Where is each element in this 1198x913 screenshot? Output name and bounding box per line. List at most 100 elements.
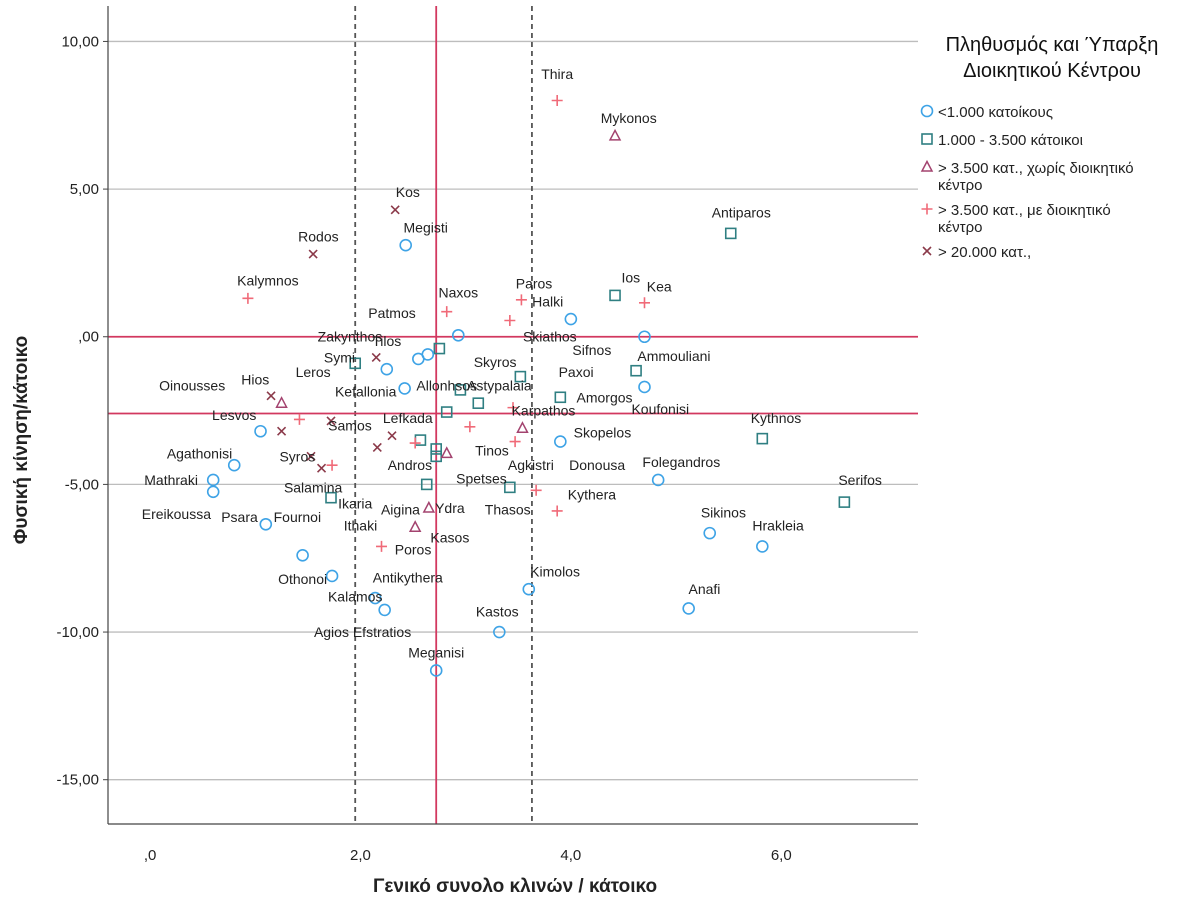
data-point-square bbox=[838, 496, 851, 508]
data-point-square bbox=[325, 491, 337, 504]
data-point-cross bbox=[387, 431, 397, 441]
y-tick-label: -10,00 bbox=[56, 624, 99, 641]
data-point-circle bbox=[554, 435, 567, 448]
data-point-circle bbox=[254, 424, 267, 438]
legend-title-line-1: Πληθυσμός και Ύπαρξη bbox=[946, 34, 1159, 56]
y-axis-title: Φυσική κίνηση/κάτοικο bbox=[11, 336, 32, 544]
data-point-circle bbox=[380, 362, 394, 376]
data-point-plus bbox=[551, 505, 563, 517]
data-point-circle bbox=[398, 382, 411, 395]
point-label: Agathonisi bbox=[167, 445, 232, 461]
data-point-square bbox=[554, 391, 567, 404]
point-label: Kimolos bbox=[530, 564, 580, 580]
point-label: Amorgos bbox=[577, 389, 633, 405]
point-label: Samos bbox=[328, 417, 372, 433]
point-label: Meganisi bbox=[408, 645, 464, 661]
point-label: Antikythera bbox=[373, 569, 443, 585]
data-point-circle bbox=[651, 473, 665, 487]
data-points bbox=[206, 94, 851, 677]
data-point-circle bbox=[325, 569, 339, 583]
legend-marker-cross bbox=[922, 246, 932, 256]
point-label: Kalymnos bbox=[237, 273, 298, 289]
data-point-plus bbox=[638, 297, 650, 309]
point-label: Symi bbox=[324, 349, 355, 365]
point-label: Thira bbox=[541, 66, 573, 82]
data-point-circle bbox=[451, 328, 465, 342]
data-point-plus bbox=[515, 294, 527, 306]
x-tick-label: 6,0 bbox=[771, 847, 792, 864]
data-point-triangle bbox=[422, 500, 436, 513]
point-label: Antiparos bbox=[712, 205, 771, 221]
point-label: Leros bbox=[296, 364, 331, 380]
data-point-circle bbox=[368, 591, 382, 605]
data-point-cross bbox=[266, 391, 276, 401]
y-tick-label: 10,00 bbox=[61, 33, 99, 50]
data-point-plus bbox=[441, 306, 453, 318]
point-label: Zakynthos bbox=[318, 329, 383, 345]
point-label: Halki bbox=[532, 293, 563, 309]
data-point-cross bbox=[316, 463, 327, 473]
data-point-square bbox=[472, 397, 485, 409]
data-point-circle bbox=[638, 380, 651, 394]
legend-label: > 3.500 κατ., με διοικητικό bbox=[938, 202, 1111, 219]
point-label: Karpathos bbox=[512, 403, 576, 419]
legend-label: 1.000 - 3.500 κάτοικοι bbox=[938, 132, 1083, 149]
data-point-square bbox=[430, 450, 443, 463]
point-label: Othonoi bbox=[278, 571, 327, 587]
legend-label: κέντρο bbox=[938, 219, 983, 236]
legend-label: <1.000 κατοίκους bbox=[938, 104, 1053, 121]
point-label: Sikinos bbox=[701, 504, 746, 520]
y-tick-label: -15,00 bbox=[56, 772, 99, 789]
x-tick-label: ,0 bbox=[144, 847, 157, 864]
point-label: Allonhsos bbox=[416, 377, 477, 393]
data-point-cross bbox=[326, 416, 336, 426]
data-point-square bbox=[609, 289, 621, 302]
data-point-cross bbox=[277, 426, 287, 436]
point-label: Anafi bbox=[688, 581, 720, 597]
point-label: Agkistri bbox=[508, 457, 554, 473]
point-label: Salamina bbox=[284, 479, 343, 495]
point-label: Rodos bbox=[298, 228, 338, 244]
data-point-plus bbox=[507, 402, 519, 414]
point-label: Kalamos bbox=[328, 589, 382, 605]
data-point-circle bbox=[682, 602, 695, 615]
data-point-circle bbox=[259, 517, 273, 531]
point-label: Kasos bbox=[430, 530, 469, 546]
data-point-square bbox=[433, 342, 446, 355]
data-point-circle bbox=[378, 603, 391, 617]
data-point-triangle bbox=[608, 128, 622, 141]
point-label: Hios bbox=[241, 372, 269, 388]
point-label: Ammouliani bbox=[637, 348, 710, 364]
legend-title-line-2: Διοικητικού Κέντρου bbox=[963, 60, 1141, 82]
point-label: Ydra bbox=[435, 500, 465, 516]
point-label: Oinousses bbox=[159, 377, 225, 393]
data-point-square bbox=[430, 443, 443, 455]
legend-label: > 3.500 κατ., χωρίς διοικητικό bbox=[938, 160, 1134, 177]
point-label: Paros bbox=[516, 276, 553, 292]
point-label: Ios bbox=[621, 270, 640, 286]
point-label: Megisti bbox=[404, 219, 448, 235]
data-point-circle bbox=[206, 485, 220, 499]
legend-marker-triangle bbox=[920, 159, 934, 172]
point-label: Fournoi bbox=[274, 509, 321, 525]
point-label: Sifnos bbox=[572, 342, 611, 358]
x-tick-label: 2,0 bbox=[350, 847, 371, 864]
data-point-circle bbox=[296, 548, 309, 562]
data-point-square bbox=[440, 406, 453, 418]
point-label: Lesvos bbox=[212, 407, 256, 423]
data-point-plus bbox=[509, 436, 521, 448]
point-label: Naxos bbox=[438, 284, 478, 300]
data-point-square bbox=[756, 432, 769, 445]
data-point-plus bbox=[242, 292, 254, 304]
data-point-plus bbox=[504, 315, 516, 327]
data-point-triangle bbox=[516, 421, 529, 434]
data-point-square bbox=[630, 364, 642, 377]
data-point-cross bbox=[371, 352, 381, 362]
point-label: Mykonos bbox=[601, 110, 657, 126]
point-label: Kos bbox=[396, 184, 420, 200]
legend-marker-square bbox=[921, 133, 933, 145]
legend-marker-plus bbox=[921, 203, 933, 215]
data-point-circle bbox=[206, 473, 220, 487]
point-label: Andros bbox=[388, 457, 432, 473]
